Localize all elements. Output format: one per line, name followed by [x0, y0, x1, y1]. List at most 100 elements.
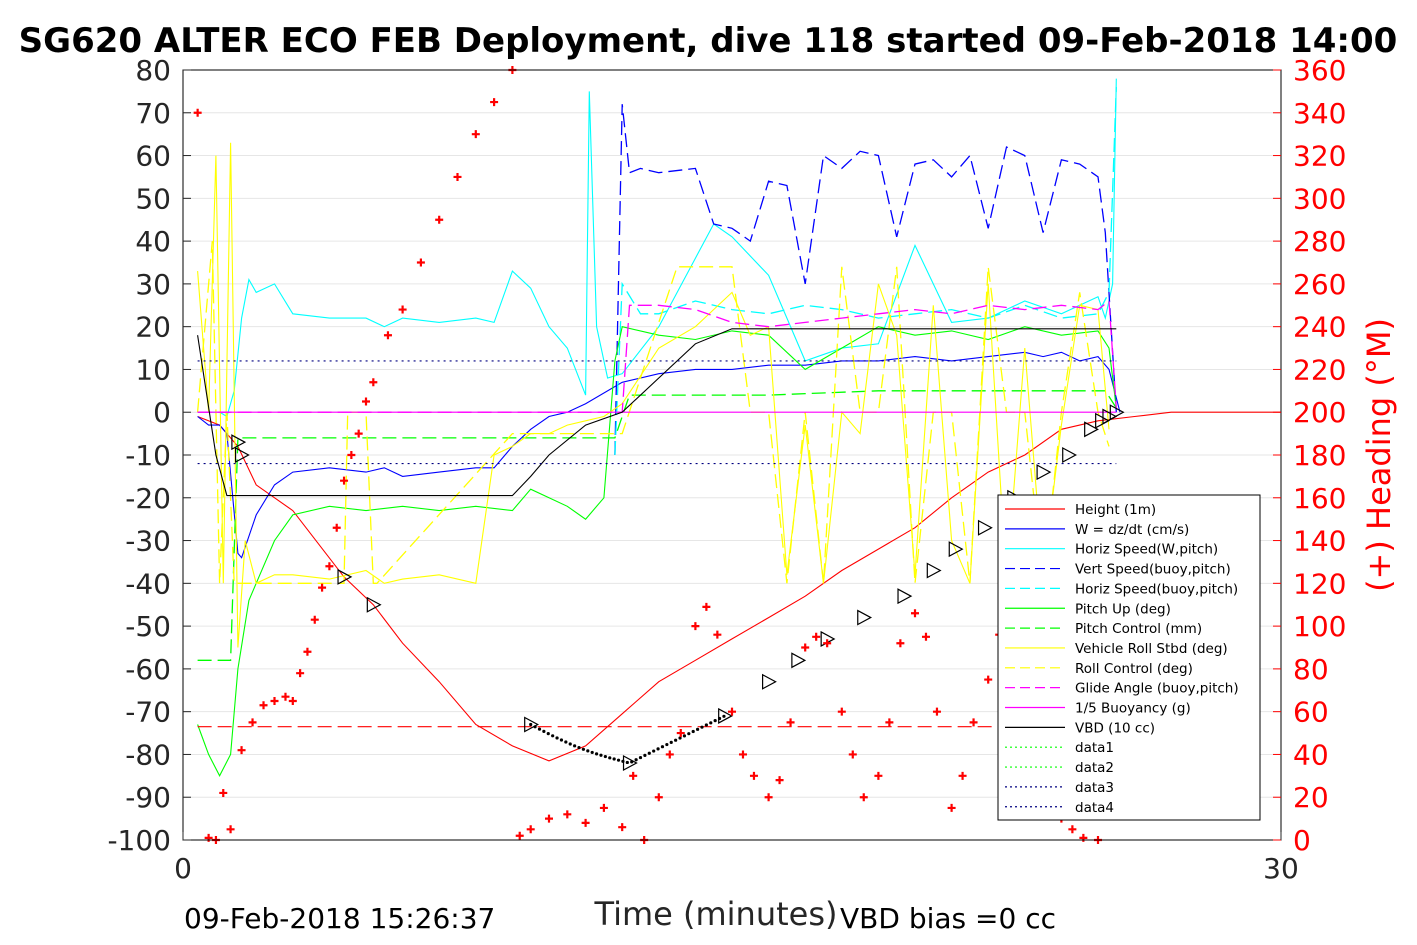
left-tick-label-10: -20: [125, 482, 171, 515]
dive-marker-14: [977, 519, 993, 536]
legend-label-0: Height (1m): [1075, 502, 1156, 518]
heading-point-55: [848, 750, 857, 759]
heading-point-4: [226, 825, 235, 834]
left-tick-label-11: -30: [125, 525, 171, 558]
bottom-dot-15: [594, 752, 599, 756]
heading-point-41: [676, 729, 685, 738]
left-tick-label-2: 60: [135, 140, 171, 173]
right-tick-label-2: 320: [1293, 140, 1346, 173]
bottom-dot-9: [568, 742, 572, 746]
left-tick-label-13: -50: [125, 610, 171, 643]
heading-point-8: [270, 696, 279, 705]
legend-label-2: Horiz Speed(W,pitch): [1075, 542, 1218, 558]
right-tick-label-17: 20: [1293, 781, 1329, 814]
heading-point-53: [823, 639, 832, 648]
left-tick-label-15: -70: [125, 696, 171, 729]
bottom-dot-4: [546, 732, 550, 736]
bottom-dot-35: [682, 734, 687, 738]
heading-point-58: [885, 718, 894, 727]
legend-label-7: Vehicle Roll Stbd (deg): [1075, 641, 1228, 657]
dive-marker-1: [234, 446, 250, 464]
heading-point-35: [599, 803, 608, 812]
heading-point-63: [947, 803, 956, 812]
heading-point-44: [713, 630, 722, 639]
heading-point-50: [786, 718, 795, 727]
heading-point-61: [921, 632, 930, 641]
bottom-dot-44: [722, 714, 726, 718]
left-tick-label-8: 0: [153, 396, 171, 429]
right-tick-label-4: 280: [1293, 225, 1346, 258]
left-tick-label-12: -40: [125, 567, 171, 600]
heading-point-15: [325, 562, 334, 571]
legend-label-10: 1/5 Buoyancy (g): [1075, 701, 1191, 717]
bottom-dot-3: [542, 729, 546, 733]
bottom-dot-41: [709, 721, 713, 725]
heading-point-36: [618, 823, 627, 832]
chart-title: SG620 ALTER ECO FEB Deployment, dive 118…: [19, 21, 1398, 61]
legend-label-11: VBD (10 cc): [1075, 720, 1155, 736]
series-line-2: [197, 78, 1117, 418]
heading-point-9: [281, 692, 290, 701]
heading-point-62: [932, 707, 941, 716]
left-tick-label-14: -60: [125, 653, 171, 686]
heading-point-3: [219, 788, 228, 797]
left-y-axis: 80 70 60 50 40 30 20 10 0 -10 -20 -30 -40 -50 -60 -70 -8…: [107, 54, 191, 857]
heading-point-42: [691, 622, 700, 631]
left-tick-label-0: 80: [135, 54, 171, 87]
left-tick-label-6: 20: [135, 311, 171, 344]
heading-point-1: [204, 833, 213, 842]
heading-point-28: [490, 98, 499, 107]
heading-point-64: [958, 771, 967, 780]
right-tick-label-9: 180: [1293, 439, 1346, 472]
bottom-dot-30: [660, 745, 665, 749]
legend-label-8: Roll Control (deg): [1075, 661, 1193, 677]
series-line-4: [614, 87, 1117, 456]
heading-point-25: [435, 215, 444, 224]
heading-point-73: [1068, 825, 1077, 834]
right-y-axis: 3603403203002802602402202001801601401201…: [1273, 54, 1346, 857]
heading-point-34: [581, 818, 590, 827]
dive-markers: [231, 404, 1125, 772]
bottom-dot-40: [704, 723, 708, 727]
bottom-dot-24: [634, 758, 638, 762]
right-tick-label-8: 200: [1293, 396, 1346, 429]
bottom-dot-10: [573, 744, 577, 748]
right-tick-label-11: 140: [1293, 525, 1346, 558]
heading-point-48: [764, 793, 773, 802]
heading-point-17: [340, 476, 349, 485]
footer-timestamp: 09-Feb-2018 15:26:37: [184, 902, 495, 935]
dive-marker-7: [761, 673, 777, 690]
heading-point-26: [453, 172, 462, 181]
heading-point-6: [248, 718, 257, 727]
bottom-dot-18: [608, 756, 612, 760]
right-tick-label-5: 260: [1293, 268, 1346, 301]
bottom-dot-36: [687, 732, 691, 736]
bottom-dot-17: [603, 754, 607, 759]
bottom-dot-14: [590, 750, 594, 755]
dive-marker-21: [1109, 404, 1125, 421]
heading-point-56: [859, 793, 868, 802]
right-tick-label-0: 360: [1293, 54, 1346, 87]
heading-point-65: [969, 718, 978, 727]
heading-point-19: [354, 429, 363, 438]
heading-point-45: [728, 707, 736, 716]
heading-point-18: [347, 451, 356, 459]
legend-label-3: Vert Speed(buoy,pitch): [1075, 562, 1231, 578]
legend: Height (1m) W = dz/dt (cm/s) Horiz Speed(W…: [997, 494, 1261, 821]
bottom-dot-12: [581, 747, 586, 751]
series-line-0: [197, 411, 1281, 762]
heading-point-57: [874, 771, 883, 780]
bottom-dot-34: [678, 736, 682, 740]
x-axis: 0 30: [174, 832, 1299, 885]
dive-marker-4: [524, 716, 539, 733]
bottom-dot-37: [691, 729, 695, 734]
heading-point-32: [545, 814, 553, 823]
heading-point-60: [911, 609, 919, 618]
legend-label-12: data1: [1075, 740, 1114, 756]
bottom-dot-16: [599, 753, 603, 757]
heading-point-16: [332, 523, 341, 532]
dive-marker-18: [1084, 421, 1099, 438]
dive-marker-12: [926, 562, 942, 579]
right-tick-label-13: 100: [1293, 610, 1346, 643]
